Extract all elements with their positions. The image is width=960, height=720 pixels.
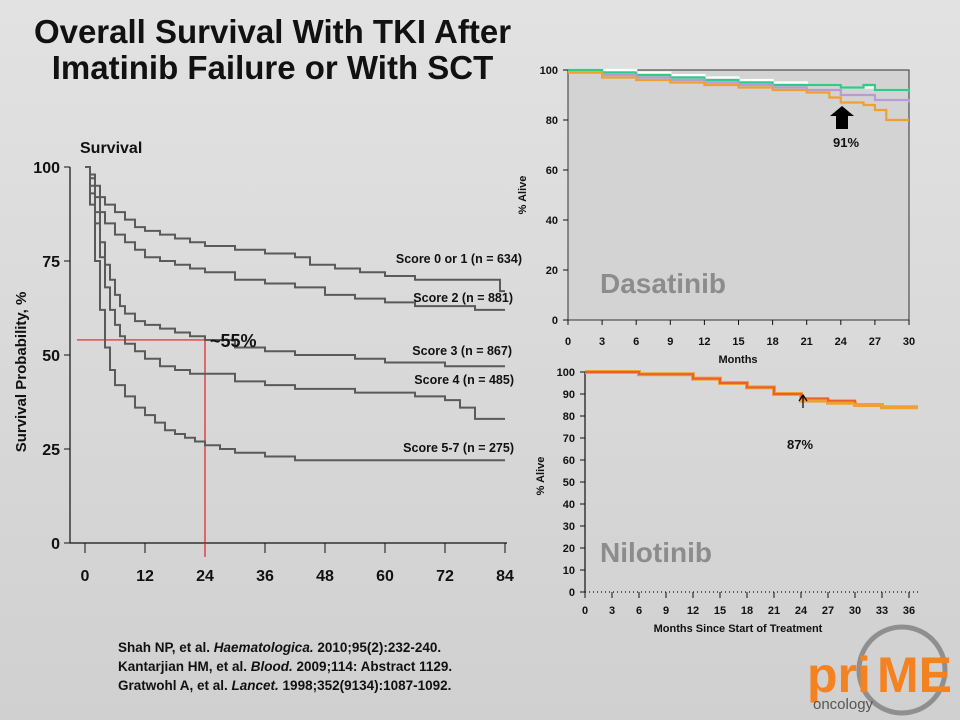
logo-oncology: oncology xyxy=(813,696,874,713)
dasatinib-x-axis-label: Months xyxy=(718,354,757,366)
nilotinib-series-line xyxy=(585,370,918,410)
reference-2: Kantarjian HM, et al. Blood. 2009;114: A… xyxy=(118,659,453,674)
sct-y-tick-label: 50 xyxy=(42,348,60,365)
nilotinib-y-tick-label: 0 xyxy=(569,587,575,599)
nilotinib-y-tick-label: 40 xyxy=(563,499,575,511)
nilotinib-y-tick-label: 20 xyxy=(563,543,575,555)
reference-3: Gratwohl A, et al. Lancet. 1998;352(9134… xyxy=(118,678,452,693)
nilotinib-x-axis-label: Months Since Start of Treatment xyxy=(654,623,823,635)
dasatinib-x-tick-label: 12 xyxy=(698,336,710,348)
dasatinib-x-tick-label: 6 xyxy=(633,336,639,348)
sct-y-tick-label: 100 xyxy=(33,160,60,177)
sct-x-tick-label: 12 xyxy=(136,568,154,585)
sct-series-label: Score 3 (n = 867) xyxy=(412,344,512,358)
sct-x-tick-label: 60 xyxy=(376,568,394,585)
nilotinib-y-tick-label: 70 xyxy=(563,433,575,445)
nilotinib-x-tick-label: 33 xyxy=(876,605,888,617)
nilotinib-x-tick-label: 27 xyxy=(822,605,834,617)
nilotinib-x-tick-label: 30 xyxy=(849,605,861,617)
nilotinib-title: Nilotinib xyxy=(600,537,712,568)
dasatinib-x-tick-label: 3 xyxy=(599,336,605,348)
title-line-1: Overall Survival With TKI After xyxy=(33,13,512,50)
nilotinib-y-tick-label: 100 xyxy=(557,367,575,379)
nilotinib-x-tick-label: 21 xyxy=(768,605,780,617)
sct-y-tick-label: 25 xyxy=(42,442,60,459)
dasatinib-x-tick-label: 15 xyxy=(732,336,744,348)
dasatinib-series-line xyxy=(568,68,909,92)
dasatinib-y-axis-label: % Alive xyxy=(517,176,529,215)
sct-series-line xyxy=(85,166,505,462)
sct-series-label: Score 4 (n = 485) xyxy=(414,373,514,387)
sct-x-tick-label: 84 xyxy=(496,568,514,585)
dasatinib-plot-area xyxy=(567,69,910,321)
sct-annotation: ~55% xyxy=(210,331,257,351)
dasatinib-x-tick-label: 27 xyxy=(869,336,881,348)
sct-series-label: Score 2 (n = 881) xyxy=(413,291,513,305)
nilotinib-x-tick-label: 12 xyxy=(687,605,699,617)
sct-x-tick-label: 36 xyxy=(256,568,274,585)
nilotinib-y-tick-label: 30 xyxy=(563,521,575,533)
title-line-2: Imatinib Failure or With SCT xyxy=(51,49,494,86)
nilotinib-annotation: 87% xyxy=(787,437,813,452)
references: Shah NP, et al. Haematologica. 2010;95(2… xyxy=(118,638,452,695)
dasatinib-arrow-icon xyxy=(830,106,854,129)
sct-x-tick-label: 48 xyxy=(316,568,334,585)
dasatinib-x-tick-label: 30 xyxy=(903,336,915,348)
sct-series-label: Score 5-7 (n = 275) xyxy=(403,441,514,455)
dasatinib-y-tick-label: 40 xyxy=(546,215,558,227)
sct-x-tick-label: 0 xyxy=(81,568,90,585)
dasatinib-y-tick-label: 80 xyxy=(546,115,558,127)
dasatinib-series-line xyxy=(568,71,909,122)
logo-pri: pri xyxy=(807,647,871,703)
slide-title: Overall Survival With TKI After Imatinib… xyxy=(0,14,545,86)
nilotinib-x-tick-label: 24 xyxy=(795,605,808,617)
sct-chart-title: Survival xyxy=(80,140,142,157)
dasatinib-title: Dasatinib xyxy=(600,268,726,299)
sct-y-tick-label: 75 xyxy=(42,254,60,271)
nilotinib-arrow-icon xyxy=(798,393,808,408)
sct-series-line xyxy=(85,166,505,368)
nilotinib-y-tick-label: 60 xyxy=(563,455,575,467)
nilotinib-x-tick-label: 15 xyxy=(714,605,726,617)
nilotinib-y-tick-label: 80 xyxy=(563,411,575,423)
dasatinib-y-tick-label: 60 xyxy=(546,165,558,177)
prime-oncology-logo: pri ME oncology xyxy=(807,624,952,716)
sct-series-line xyxy=(85,166,505,311)
sct-series-label: Score 0 or 1 (n = 634) xyxy=(396,252,522,266)
sct-x-tick-label: 24 xyxy=(196,568,214,585)
nilotinib-x-tick-label: 36 xyxy=(903,605,915,617)
logo-me: ME xyxy=(877,647,952,703)
dasatinib-x-tick-label: 9 xyxy=(667,336,673,348)
sct-guide-line xyxy=(77,339,206,557)
sct-x-tick-label: 72 xyxy=(436,568,454,585)
nilotinib-series-line xyxy=(585,371,856,403)
nilotinib-y-tick-label: 50 xyxy=(563,477,575,489)
dasatinib-x-tick-label: 24 xyxy=(835,336,848,348)
dasatinib-y-tick-label: 20 xyxy=(546,265,558,277)
nilotinib-x-tick-label: 18 xyxy=(741,605,753,617)
sct-series-line xyxy=(85,166,505,293)
nilotinib-x-tick-label: 6 xyxy=(636,605,642,617)
nilotinib-x-tick-label: 3 xyxy=(609,605,615,617)
sct-y-tick-label: 0 xyxy=(51,536,60,553)
nilotinib-x-tick-label: 9 xyxy=(663,605,669,617)
dasatinib-x-tick-label: 18 xyxy=(766,336,778,348)
nilotinib-y-tick-label: 10 xyxy=(563,565,575,577)
dasatinib-y-tick-label: 0 xyxy=(552,315,558,327)
dasatinib-series-line xyxy=(568,71,911,103)
dasatinib-x-tick-label: 21 xyxy=(801,336,813,348)
dasatinib-series-line xyxy=(568,68,911,93)
nilotinib-y-tick-label: 90 xyxy=(563,389,575,401)
reference-1: Shah NP, et al. Haematologica. 2010;95(2… xyxy=(118,640,442,655)
nilotinib-y-axis-label: % Alive xyxy=(535,457,547,496)
nilotinib-x-tick-label: 0 xyxy=(582,605,588,617)
dasatinib-annotation: 91% xyxy=(833,135,859,150)
dasatinib-x-tick-label: 0 xyxy=(565,336,571,348)
sct-y-axis-label: Survival Probability, % xyxy=(13,292,30,453)
sct-series-line xyxy=(85,166,505,420)
